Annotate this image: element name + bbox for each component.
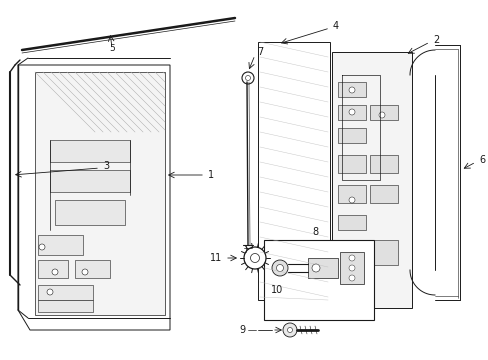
Circle shape: [378, 112, 384, 118]
Bar: [337, 240, 365, 265]
Bar: [339, 252, 363, 284]
Circle shape: [348, 255, 354, 261]
Text: 8: 8: [311, 227, 317, 237]
Bar: [369, 185, 397, 203]
Bar: [38, 300, 93, 312]
Circle shape: [271, 260, 287, 276]
Text: 11: 11: [209, 253, 222, 263]
Circle shape: [361, 247, 367, 253]
Bar: [38, 260, 68, 278]
Polygon shape: [35, 72, 164, 315]
Bar: [331, 52, 411, 308]
Bar: [38, 285, 93, 300]
Circle shape: [250, 253, 259, 262]
Bar: [258, 42, 329, 300]
Circle shape: [311, 264, 319, 272]
Text: 7: 7: [257, 47, 263, 57]
Text: 2: 2: [432, 35, 438, 45]
Circle shape: [52, 269, 58, 275]
Bar: [337, 128, 365, 143]
Bar: [369, 155, 397, 173]
Circle shape: [245, 76, 250, 81]
Bar: [75, 260, 110, 278]
Bar: [337, 275, 365, 295]
Bar: [337, 82, 365, 97]
Circle shape: [242, 72, 253, 84]
Circle shape: [348, 265, 354, 271]
Circle shape: [283, 323, 296, 337]
Text: 5: 5: [109, 44, 115, 53]
Bar: [337, 185, 365, 203]
Bar: [264, 240, 373, 320]
Text: 9: 9: [240, 325, 245, 335]
Text: 6: 6: [478, 155, 484, 165]
Circle shape: [348, 87, 354, 93]
Bar: [38, 235, 83, 255]
Bar: [50, 140, 130, 162]
Circle shape: [348, 275, 354, 281]
Circle shape: [47, 289, 53, 295]
Circle shape: [348, 109, 354, 115]
Text: 10: 10: [270, 285, 283, 295]
Text: 1: 1: [207, 170, 214, 180]
Bar: [369, 240, 397, 265]
Text: 4: 4: [332, 21, 339, 31]
Polygon shape: [18, 65, 170, 330]
Circle shape: [82, 269, 88, 275]
Circle shape: [276, 265, 283, 271]
Bar: [337, 155, 365, 173]
Circle shape: [348, 197, 354, 203]
Bar: [55, 200, 125, 225]
Circle shape: [244, 247, 265, 269]
Circle shape: [287, 328, 292, 333]
Bar: [369, 105, 397, 120]
Bar: [50, 170, 130, 192]
Bar: [307, 258, 337, 278]
Bar: [337, 215, 365, 230]
Circle shape: [39, 244, 45, 250]
Bar: [337, 105, 365, 120]
Text: 3: 3: [103, 161, 109, 171]
